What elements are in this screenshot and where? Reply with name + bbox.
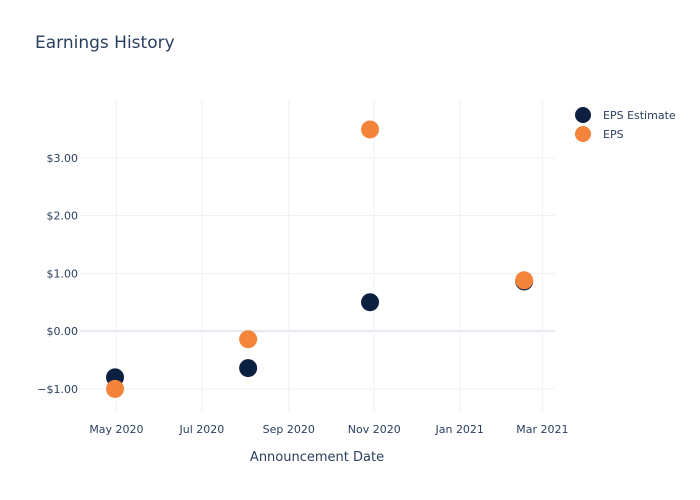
eps-point: [106, 379, 125, 398]
eps-estimate-point: [239, 359, 258, 378]
x-tick-label: Nov 2020: [348, 423, 401, 436]
x-axis: May 2020 Jul 2020 Sep 2020 Nov 2020 Jan 2021…: [89, 423, 568, 436]
chart-title: Earnings History: [35, 33, 175, 53]
y-tick-label: −$1.00: [37, 383, 78, 396]
legend-marker: [575, 107, 591, 123]
legend-label: EPS: [603, 128, 624, 141]
y-tick-label: $1.00: [47, 267, 79, 280]
legend-label: EPS Estimate: [603, 109, 676, 122]
y-axis: −$1.00 $0.00 $1.00 $2.00 $3.00: [37, 152, 78, 396]
eps-point: [515, 271, 534, 290]
eps-point: [361, 120, 380, 139]
eps-point: [239, 330, 258, 349]
x-axis-title: Announcement Date: [250, 450, 384, 465]
grid-lines: [80, 100, 555, 412]
legend: EPS Estimate EPS: [575, 107, 676, 142]
y-tick-label: $2.00: [47, 210, 79, 223]
x-tick-label: Sep 2020: [263, 423, 315, 436]
legend-marker: [575, 126, 591, 142]
eps-estimate-point: [361, 293, 380, 312]
x-tick-label: May 2020: [89, 423, 143, 436]
x-tick-label: Mar 2021: [516, 423, 568, 436]
y-tick-label: $0.00: [47, 325, 79, 338]
x-tick-label: Jul 2020: [179, 423, 225, 436]
x-tick-label: Jan 2021: [434, 423, 483, 436]
data-points: [106, 120, 534, 398]
y-tick-label: $3.00: [47, 152, 79, 165]
